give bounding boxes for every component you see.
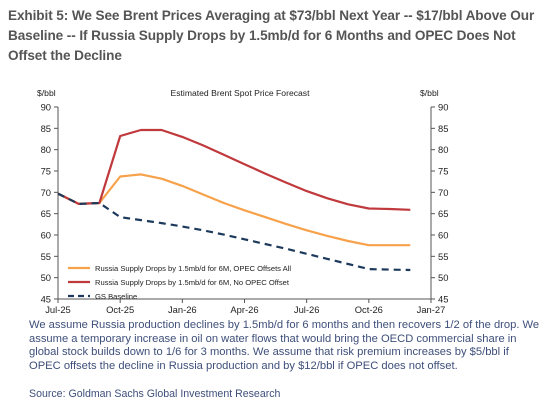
x-tick-label: Jul-25: [45, 304, 71, 315]
y-tick-label-right: 45: [438, 294, 448, 305]
y-tick-label-left: 65: [41, 208, 51, 219]
y-tick-label-right: 65: [438, 208, 448, 219]
x-tick-label: Jan-27: [417, 304, 446, 315]
legend-label: GS Baseline: [95, 292, 137, 301]
y-tick-label-right: 70: [438, 187, 448, 198]
x-ticks: Jul-25 Oct-25 Jan-26 Apr-26 Jul-26 Oct-26 Jan-…: [45, 299, 445, 315]
chart-title: Estimated Brent Spot Price Forecast: [171, 88, 311, 98]
x-tick-label: Apr-26: [230, 304, 258, 315]
y-tick-label-right: 75: [438, 166, 448, 177]
source-line: Source: Goldman Sachs Global Investment …: [29, 388, 281, 400]
footnote: We assume Russia production declines by …: [29, 319, 540, 372]
y-tick-label-right: 50: [438, 272, 448, 283]
y-tick-label-left: 60: [41, 230, 51, 241]
y-tick-label-left: 50: [41, 272, 51, 283]
y-tick-label-left: 70: [41, 187, 51, 198]
series-lines: [57, 128, 411, 272]
legend-label: Russia Supply Drops by 1.5mb/d for 6M, N…: [95, 278, 290, 287]
left-axis-unit: $/bbl: [37, 88, 56, 98]
series-line-3: [57, 192, 411, 272]
x-tick-label: Oct-25: [106, 304, 134, 315]
y-tick-label-right: 80: [438, 144, 448, 155]
exhibit-title: Exhibit 5: We See Brent Prices Averaging…: [8, 8, 535, 63]
y-tick-label-right: 60: [438, 230, 448, 241]
y-tick-label-left: 85: [41, 123, 51, 134]
legend-label: Russia Supply Drops by 1.5mb/d for 6M, O…: [95, 264, 291, 273]
y-tick-label-left: 45: [41, 294, 51, 305]
y-tick-label-right: 90: [438, 102, 448, 113]
y-tick-label-left: 55: [41, 251, 51, 262]
y-ticks: 45 45 50 50 55 55 60 60 65 65 70 70 75 75 80 80 85 85 90 90: [41, 102, 449, 305]
y-tick-label-right: 85: [438, 123, 448, 134]
y-tick-label-left: 75: [41, 166, 51, 177]
y-tick-label-left: 80: [41, 144, 51, 155]
series-line-1: [57, 173, 411, 247]
y-tick-label-left: 90: [41, 102, 51, 113]
x-tick-label: Oct-26: [355, 304, 383, 315]
x-tick-label: Jul-26: [294, 304, 320, 315]
legend: Russia Supply Drops by 1.5mb/d for 6M, O…: [68, 264, 291, 301]
right-axis-unit: $/bbl: [420, 88, 439, 98]
y-tick-label-right: 55: [438, 251, 448, 262]
series-line-2: [57, 128, 411, 211]
x-tick-label: Jan-26: [168, 304, 197, 315]
